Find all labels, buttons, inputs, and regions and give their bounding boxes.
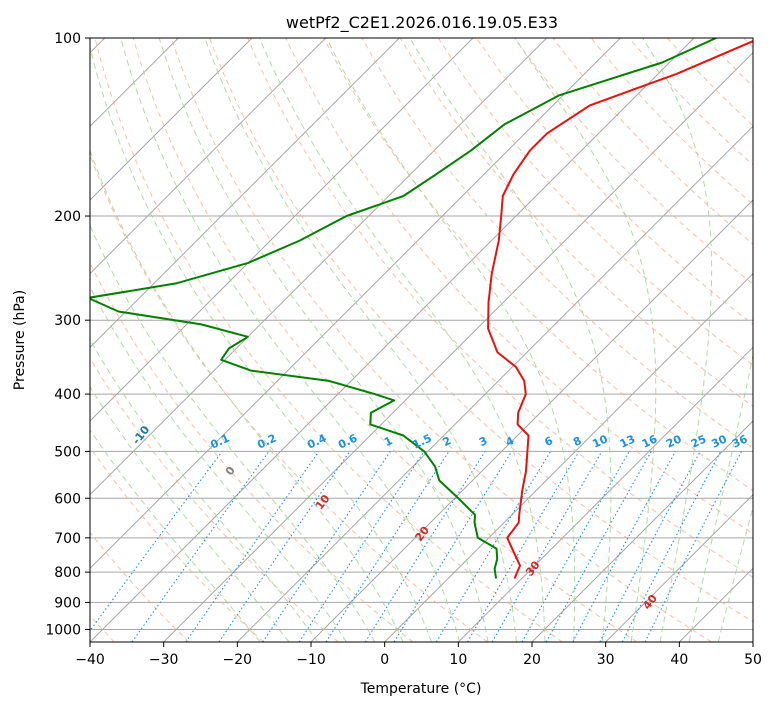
dry-adiabat-line xyxy=(90,261,414,642)
mixing-ratio-line xyxy=(325,451,450,642)
mixing-ratio-label: 13 xyxy=(618,432,637,450)
mixing-ratio-line xyxy=(90,451,223,632)
moist-adiabat-line xyxy=(120,38,461,642)
plot-area xyxy=(90,38,753,642)
dry-adiabat-line xyxy=(285,38,753,535)
moist-adiabat-line xyxy=(717,505,753,642)
moist-adiabat-line xyxy=(642,38,713,642)
grid-layer xyxy=(90,38,753,642)
x-tick-label: 20 xyxy=(523,652,541,668)
isotherm-line xyxy=(163,51,753,642)
mixing-ratio-line xyxy=(131,451,270,642)
profiles-layer xyxy=(90,38,753,579)
dry-adiabat-line xyxy=(90,446,264,642)
isotherm-line xyxy=(90,38,621,570)
moist-adiabat-line xyxy=(90,47,432,642)
isotherm-line xyxy=(531,420,753,642)
mixing-ratio-line xyxy=(393,451,513,642)
plot-background xyxy=(90,38,753,642)
y-tick-label: 800 xyxy=(54,565,81,581)
isotherm-line xyxy=(457,346,753,642)
y-tick-label: 900 xyxy=(54,595,81,611)
mixing-ratio-line xyxy=(521,451,630,642)
moist-adiabat-line xyxy=(90,149,404,642)
x-tick-label: −10 xyxy=(296,652,326,668)
mixing-ratio-label: 30 xyxy=(709,432,729,450)
dry-adiabat-line xyxy=(514,38,753,285)
isotherm-line xyxy=(90,38,548,496)
axes-layer: −40 −30 −20 −10 0 10 20 30 40 50 100 200 300 400 500 60… xyxy=(45,31,762,668)
y-tick-label: 400 xyxy=(54,387,81,403)
chart-title: wetPf2_C2E1.2026.016.19.05.E33 xyxy=(286,13,558,33)
dry-adiabat-line xyxy=(90,357,339,642)
dry-adiabat-line xyxy=(170,38,712,642)
dry-adiabat-line xyxy=(90,153,488,642)
y-tick-label: 200 xyxy=(54,209,81,225)
mixing-ratio-label: 36 xyxy=(730,432,750,450)
isotherm-line xyxy=(236,125,753,642)
moist-adiabat-line xyxy=(514,38,657,642)
moist-adiabat-line xyxy=(158,38,489,642)
x-axis-title: Temperature (°C) xyxy=(360,681,482,697)
moist-adiabat-line xyxy=(90,224,376,642)
mixing-ratio-line xyxy=(218,451,351,642)
isotherm-line xyxy=(605,493,753,642)
isotherm-line xyxy=(90,38,253,201)
y-axis-title: Pressure (hPa) xyxy=(12,290,28,390)
mixing-ratio-line xyxy=(572,451,676,642)
mixing-ratio-label: 25 xyxy=(689,432,708,450)
moist-adiabat-line xyxy=(259,38,546,642)
x-tick-label: 50 xyxy=(744,652,762,668)
y-tick-label: 300 xyxy=(54,313,81,329)
dry-adiabat-line xyxy=(247,38,753,578)
x-tick-label: −30 xyxy=(149,652,179,668)
moist-adiabat-line xyxy=(90,385,290,642)
dewpoint-profile-line xyxy=(90,38,717,579)
temperature-profile-line xyxy=(487,40,753,579)
x-tick-label: −40 xyxy=(75,652,105,668)
y-tick-label: 100 xyxy=(54,31,81,47)
mixing-ratio-line xyxy=(545,451,652,642)
dry-adiabat-line xyxy=(399,38,753,408)
mixing-ratio-line xyxy=(185,451,320,642)
mixing-ratio-label: 16 xyxy=(640,432,660,450)
x-tick-label: 40 xyxy=(670,652,688,668)
x-tick-label: −20 xyxy=(223,652,253,668)
moist-adiabat-line xyxy=(409,38,612,642)
isotherm-line xyxy=(90,38,327,275)
plot-frame xyxy=(89,37,754,643)
y-tick-label: 500 xyxy=(54,444,81,460)
y-tick-label: 700 xyxy=(54,531,81,547)
isotherm-line xyxy=(90,38,695,642)
x-tick-label: 0 xyxy=(380,652,389,668)
moist-adiabat-line xyxy=(204,38,517,642)
moist-adiabat-line xyxy=(90,286,347,642)
dry-adiabat-line xyxy=(209,38,753,623)
dry-adiabat-line xyxy=(90,531,190,642)
moist-adiabat-line xyxy=(326,38,576,642)
x-tick-label: 30 xyxy=(597,652,615,668)
dry-adiabat-line xyxy=(94,38,563,642)
isotherm-line xyxy=(90,38,474,422)
moist-adiabat-line xyxy=(90,429,261,642)
mixing-ratio-line xyxy=(298,451,425,642)
dry-adiabat-line xyxy=(132,38,638,642)
moist-adiabat-line xyxy=(688,353,753,642)
y-tick-label: 600 xyxy=(54,491,81,507)
mixing-ratio-line xyxy=(262,451,391,642)
x-tick-label: 10 xyxy=(449,652,467,668)
mixing-ratio-label: 20 xyxy=(664,432,684,450)
mixing-ratio-label: 10 xyxy=(590,432,610,450)
isotherm-line xyxy=(90,38,400,349)
mixing-ratio-line xyxy=(644,451,742,642)
y-tick-label: 1000 xyxy=(45,622,81,638)
